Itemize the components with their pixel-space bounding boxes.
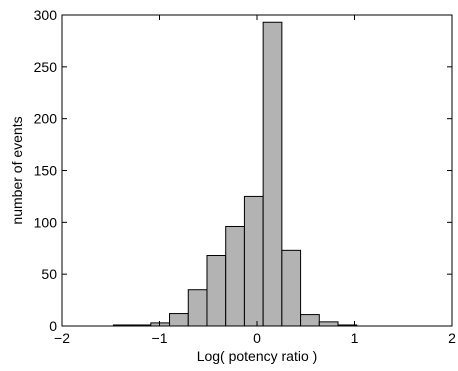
x-axis-label: Log( potency ratio ): [197, 348, 318, 364]
histogram-bar: [318, 321, 339, 327]
histogram-bar: [225, 225, 245, 327]
histogram-bar: [281, 249, 302, 327]
x-tick-label: 0: [253, 330, 261, 346]
y-tick-label: 0: [49, 318, 57, 334]
histogram-bar: [243, 195, 264, 327]
histogram-bar: [206, 255, 227, 327]
histogram-bar: [169, 313, 189, 327]
y-tick-label: 250: [34, 59, 58, 75]
y-tick-label: 100: [34, 214, 58, 230]
histogram-bar: [300, 314, 320, 327]
x-axis-ticks: −2 −1 0 1 2: [54, 15, 456, 346]
x-tick-label: 2: [448, 330, 456, 346]
histogram-bar: [262, 21, 283, 327]
y-tick-label: 50: [41, 266, 57, 282]
y-tick-label: 300: [34, 7, 58, 23]
y-axis-label: number of events: [9, 116, 25, 224]
x-tick-label: −1: [152, 330, 168, 346]
histogram-bars: [112, 21, 358, 327]
histogram-bar: [187, 289, 208, 327]
x-tick-label: 1: [351, 330, 359, 346]
y-tick-label: 200: [34, 111, 58, 127]
y-axis-ticks: 0 50 100 150 200 250 300: [34, 7, 452, 334]
y-tick-label: 150: [34, 163, 58, 179]
x-tick-label: −2: [54, 330, 70, 346]
